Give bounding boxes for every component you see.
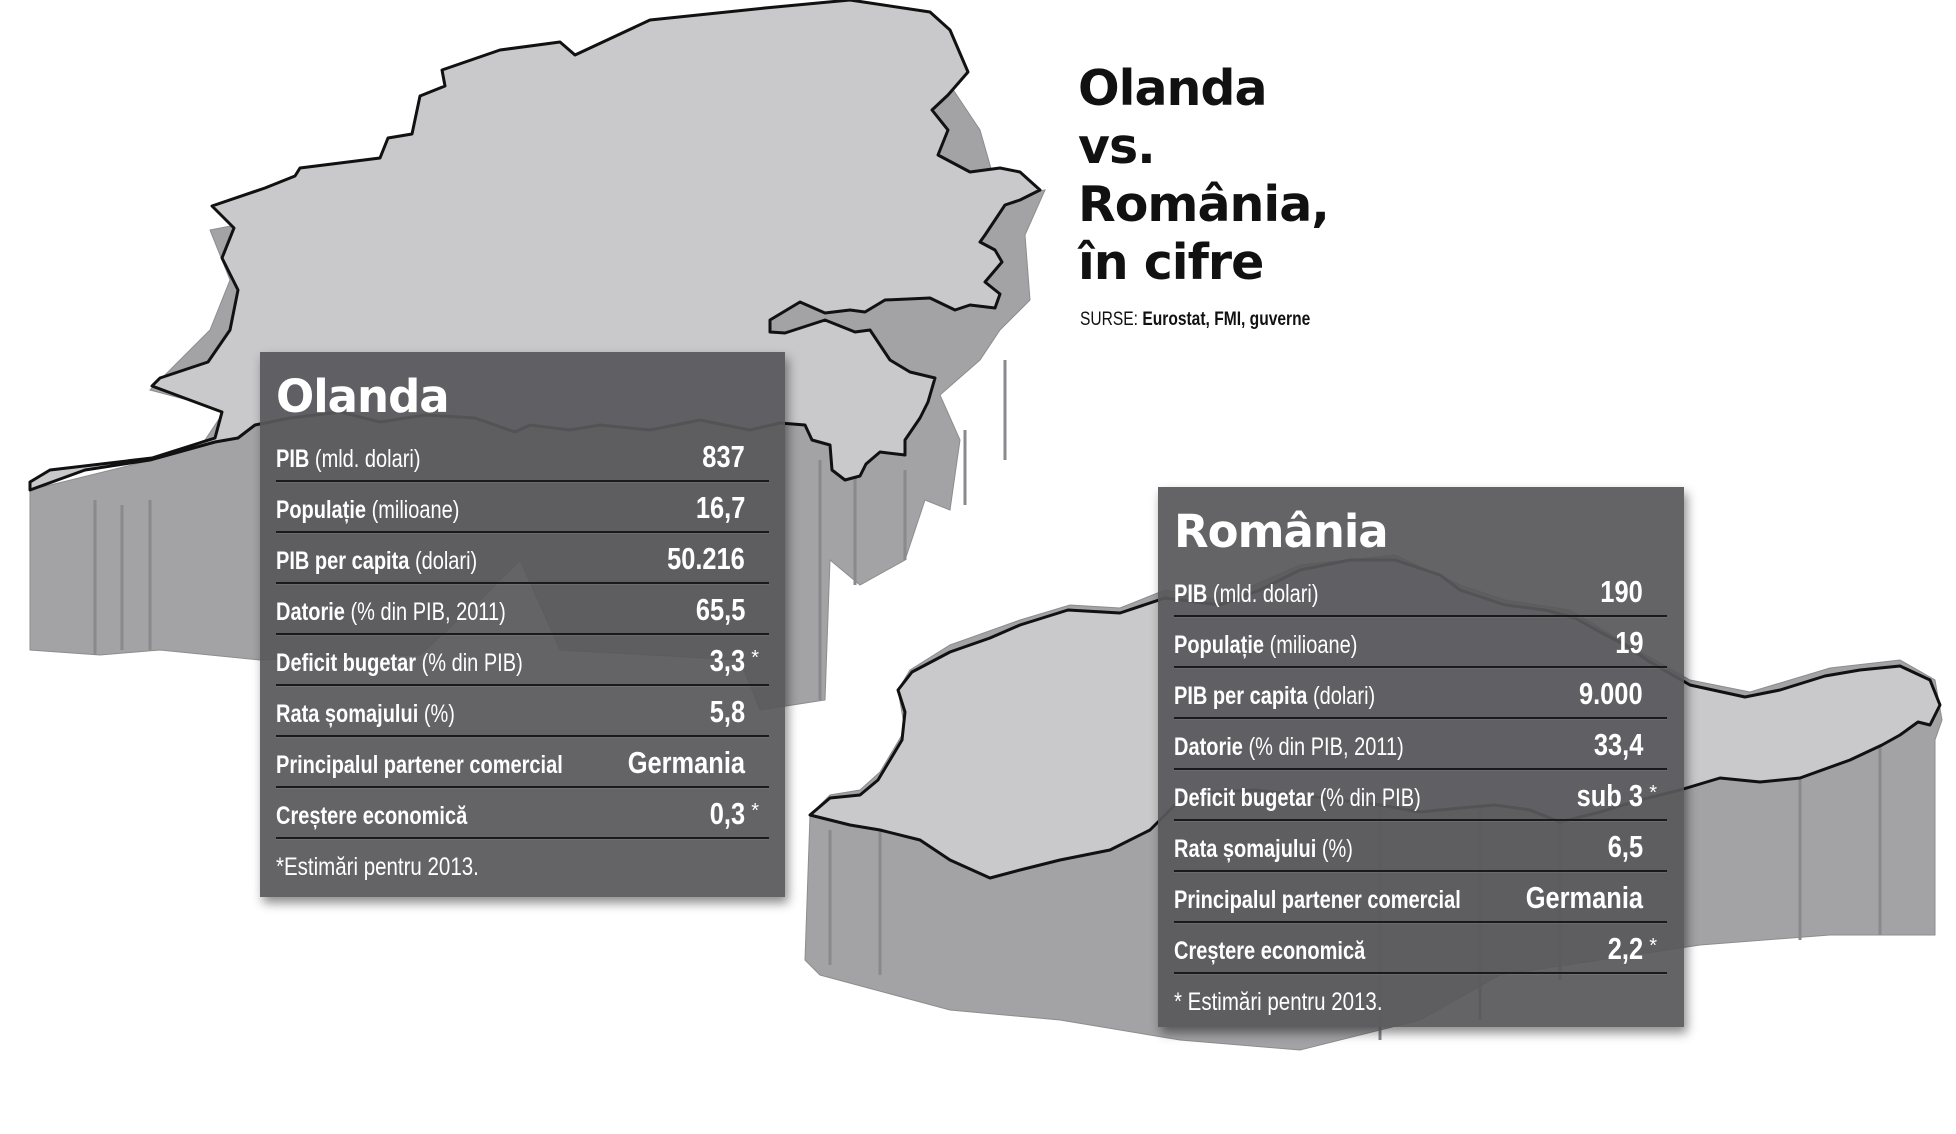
stat-label: PIB per capita (dolari) [1174,682,1376,710]
stat-value: 2,2 [1607,931,1643,966]
footnote-marker: * [1649,782,1657,804]
stat-label: Principalul partener comercial [276,751,563,779]
headline-line: România, [1078,176,1330,233]
stat-label: Rata șomajului (%) [276,700,455,728]
stats-table: PIB (mld. dolari) 190 Populație (milioan… [1174,567,1667,1017]
stat-row: PIB per capita (dolari) 50.216 [276,534,769,584]
headline-line: vs. [1078,118,1156,175]
stat-row: Populație (milioane) 16,7 [276,483,769,533]
stat-label: Populație (milioane) [276,496,460,524]
stat-label: Deficit bugetar (% din PIB) [276,649,523,677]
footnote: * Estimări pentru 2013. [1174,988,1383,1016]
stat-row: Creștere economică 2,2 * [1174,924,1667,974]
footnote: *Estimări pentru 2013. [276,853,479,881]
stat-label: PIB (mld. dolari) [1174,580,1319,608]
stat-value: 19 [1614,625,1643,660]
stat-label: PIB (mld. dolari) [276,445,421,473]
stat-label: PIB per capita (dolari) [276,547,478,575]
stat-row: Creștere economică 0,3 * [276,789,769,839]
stat-row: PIB per capita (dolari) 9.000 [1174,669,1667,719]
stat-value: 16,7 [695,490,745,525]
stat-row: PIB (mld. dolari) 190 [1174,567,1667,617]
stat-label: Principalul partener comercial [1174,886,1461,914]
stat-value: 9.000 [1579,676,1643,711]
romania-stats-panel: România PIB (mld. dolari) 190 Populație … [1158,487,1684,1027]
stat-row: Rata șomajului (%) 6,5 [1174,822,1667,872]
stat-label: Creștere economică [276,802,468,830]
stat-label: Creștere economică [1174,937,1366,965]
stat-value: 5,8 [709,694,745,729]
sources-prefix: SURSE: [1080,309,1139,330]
panel-title: România [1174,505,1389,558]
stat-value: Germania [627,745,745,780]
stat-value: 50.216 [667,541,745,576]
stat-row: Populație (milioane) 19 [1174,618,1667,668]
stat-row: Principalul partener comercial Germania [1174,873,1667,923]
stat-label: Datorie (% din PIB, 2011) [1174,733,1404,761]
stat-row: Principalul partener comercial Germania [276,738,769,788]
stat-value: Germania [1525,880,1643,915]
stat-row: PIB (mld. dolari) 837 [276,432,769,482]
stat-value: 3,3 [709,643,745,678]
stat-label: Rata șomajului (%) [1174,835,1353,863]
headline-line: în cifre [1078,234,1264,291]
stat-value: 0,3 [709,796,745,831]
stat-label: Datorie (% din PIB, 2011) [276,598,506,626]
stat-row: Rata șomajului (%) 5,8 [276,687,769,737]
stats-table: PIB (mld. dolari) 837 Populație (milioan… [276,432,769,882]
stat-value: 837 [702,439,745,474]
sources-names: Eurostat, FMI, guverne [1142,309,1311,330]
stat-row: Datorie (% din PIB, 2011) 65,5 [276,585,769,635]
netherlands-stats-panel: Olanda PIB (mld. dolari) 837 Populație (… [260,352,785,897]
stat-label: Deficit bugetar (% din PIB) [1174,784,1421,812]
sources-line: SURSE: Eurostat, FMI, guverne [1080,309,1310,331]
panel-title: Olanda [276,370,450,423]
headline: Olanda vs. România, în cifre [1078,60,1330,292]
footnote-marker: * [751,800,759,822]
stat-value: sub 3 [1576,778,1643,813]
stat-value: 190 [1600,574,1643,609]
stat-value: 6,5 [1607,829,1643,864]
stat-row: Deficit bugetar (% din PIB) sub 3 * [1174,771,1667,821]
footnote-marker: * [751,647,759,669]
stat-label: Populație (milioane) [1174,631,1358,659]
stat-row: Deficit bugetar (% din PIB) 3,3 * [276,636,769,686]
stat-value: 33,4 [1593,727,1643,762]
stat-row: Datorie (% din PIB, 2011) 33,4 [1174,720,1667,770]
footnote-marker: * [1649,935,1657,957]
headline-line: Olanda [1078,60,1268,117]
stat-value: 65,5 [695,592,745,627]
